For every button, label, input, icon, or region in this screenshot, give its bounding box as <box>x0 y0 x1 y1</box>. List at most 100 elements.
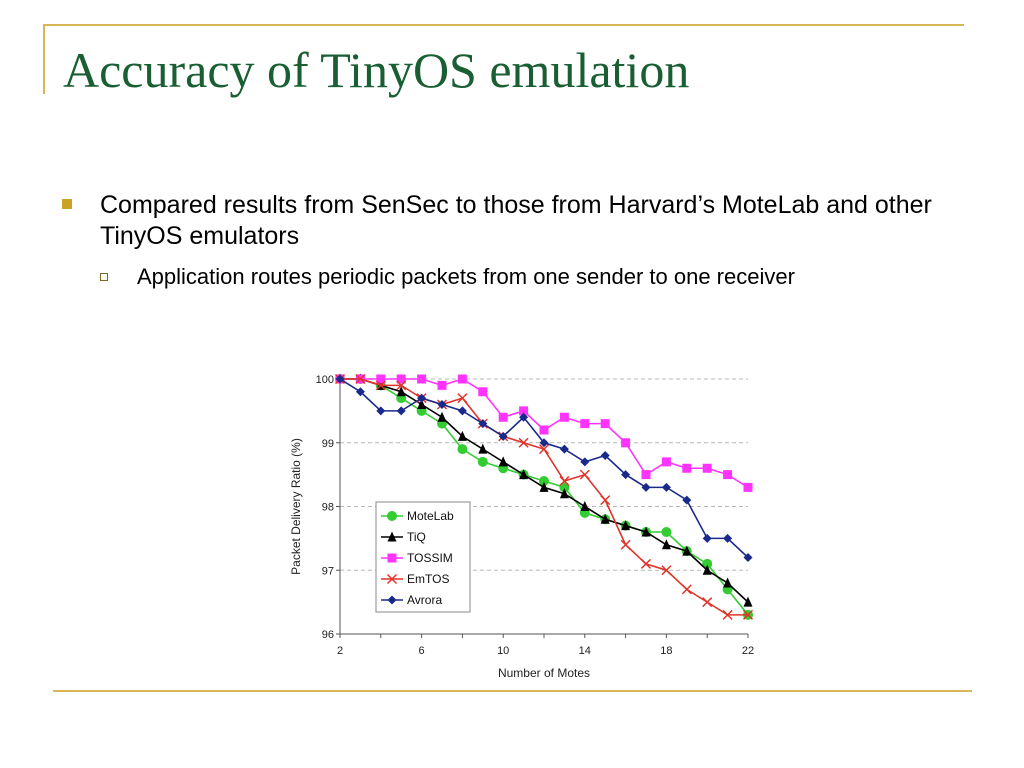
data-point-avrora-5 <box>396 406 406 416</box>
bullet-level-2-text: Application routes periodic packets from… <box>137 264 795 289</box>
x-tick-label-2: 2 <box>337 645 343 657</box>
legend-label-motelab: MoteLab <box>407 509 454 523</box>
data-point-avrora-15 <box>600 451 610 460</box>
data-point-avrora-8 <box>457 406 467 416</box>
data-point-avrora-22 <box>743 553 753 562</box>
data-point-tiq-19 <box>682 545 692 556</box>
data-point-tossim-10 <box>498 412 508 422</box>
data-point-tossim-11 <box>519 406 529 416</box>
data-point-avrora-4 <box>376 406 386 416</box>
data-point-emtos-17 <box>640 558 652 569</box>
data-point-tossim-21 <box>723 470 733 480</box>
y-axis-label: Packet Delivery Ratio (%) <box>289 438 303 575</box>
bullet-level-2: Application routes periodic packets from… <box>100 262 900 291</box>
legend-label-tossim: TOSSIM <box>407 551 453 565</box>
packet-delivery-chart: 96 97 98 99 100 2 6 10 14 18 22 Number of Motes Pack… <box>289 373 754 680</box>
y-tick-label-100: 100 <box>316 374 334 386</box>
legend-label-emtos: EmTOS <box>407 572 449 586</box>
slide-title: Accuracy of TinyOS emulation <box>63 42 690 98</box>
data-point-emtos-11 <box>518 437 529 448</box>
data-point-motelab-9 <box>477 456 488 467</box>
y-tick-label-97: 97 <box>322 565 334 577</box>
x-tick-label-10: 10 <box>497 645 509 657</box>
data-point-tiq-16 <box>621 520 631 531</box>
data-point-tossim-8 <box>457 374 467 384</box>
data-point-avrora-2 <box>335 374 345 384</box>
legend-marker-motelab <box>387 511 397 521</box>
data-point-tossim-12 <box>539 425 549 435</box>
data-point-emtos-8 <box>457 393 468 404</box>
square-bullet-icon <box>62 199 72 209</box>
data-point-emtos-3 <box>355 373 366 385</box>
data-point-motelab-8 <box>457 444 468 455</box>
data-point-tiq-8 <box>457 430 467 441</box>
data-point-avrora-18 <box>661 482 671 492</box>
data-point-emtos-20 <box>702 597 713 608</box>
data-point-emtos-22 <box>742 609 754 620</box>
legend-label-tiq: TiQ <box>407 530 426 544</box>
bullet-level-1: Compared results from SenSec to those fr… <box>62 190 932 252</box>
data-point-tossim-13 <box>559 412 569 422</box>
data-point-tossim-19 <box>682 463 692 473</box>
y-tick-label-96: 96 <box>322 629 334 641</box>
data-point-tossim-6 <box>417 374 427 384</box>
data-point-tiq-14 <box>580 501 590 511</box>
data-point-tossim-18 <box>661 457 671 467</box>
data-point-tiq-18 <box>661 539 671 550</box>
data-point-avrora-11 <box>519 412 529 422</box>
data-point-tossim-14 <box>580 419 590 429</box>
x-tick-label-14: 14 <box>579 645 591 657</box>
data-point-tossim-15 <box>600 419 610 429</box>
data-point-tiq-17 <box>641 526 651 537</box>
x-tick-label-18: 18 <box>660 645 672 657</box>
data-point-tiq-21 <box>723 577 733 588</box>
hollow-square-bullet-icon <box>100 273 108 281</box>
data-point-avrora-13 <box>559 444 569 454</box>
data-point-tossim-5 <box>396 374 406 384</box>
data-point-tiq-15 <box>600 513 610 524</box>
legend-label-avrora: Avrora <box>407 593 442 607</box>
y-tick-label-98: 98 <box>322 502 334 514</box>
data-point-avrora-21 <box>723 533 733 543</box>
data-point-motelab-18 <box>661 527 672 537</box>
data-point-tossim-20 <box>702 463 712 473</box>
data-point-emtos-19 <box>681 584 692 595</box>
data-point-tossim-17 <box>641 470 651 480</box>
legend-marker-avrora <box>387 595 397 605</box>
legend-marker-tossim <box>387 553 397 563</box>
x-tick-label-22: 22 <box>742 645 754 657</box>
data-point-tiq-12 <box>539 481 549 492</box>
frame-left-rule <box>43 24 45 94</box>
data-point-emtos-12 <box>538 444 550 455</box>
data-point-tiq-10 <box>498 456 508 467</box>
x-tick-label-6: 6 <box>419 645 425 657</box>
data-point-tiq-6 <box>417 399 427 409</box>
data-point-tiq-20 <box>702 564 712 575</box>
data-point-tossim-22 <box>743 482 753 492</box>
data-point-avrora-7 <box>437 400 447 409</box>
data-point-emtos-5 <box>396 380 407 391</box>
data-point-emtos-18 <box>661 565 672 576</box>
frame-top-rule <box>43 24 964 26</box>
data-point-avrora-12 <box>539 438 549 448</box>
data-point-tossim-4 <box>376 374 386 384</box>
data-point-tossim-16 <box>621 438 631 448</box>
data-point-avrora-6 <box>417 393 427 403</box>
data-point-avrora-16 <box>621 470 631 480</box>
data-point-avrora-17 <box>641 482 651 492</box>
data-point-tiq-11 <box>519 469 529 480</box>
data-point-tiq-13 <box>559 488 569 499</box>
data-point-avrora-14 <box>580 457 590 467</box>
data-point-emtos-15 <box>600 495 611 506</box>
y-tick-label-99: 99 <box>322 438 334 450</box>
data-point-avrora-20 <box>702 533 712 543</box>
data-point-emtos-21 <box>722 609 733 620</box>
data-point-emtos-13 <box>559 475 570 487</box>
data-point-avrora-10 <box>498 431 508 441</box>
data-point-tossim-7 <box>437 380 447 390</box>
legend-marker-tiq <box>387 531 397 542</box>
data-point-tiq-5 <box>396 386 406 397</box>
data-point-tiq-7 <box>437 411 447 422</box>
data-point-emtos-4 <box>375 380 386 391</box>
data-point-tiq-9 <box>478 443 488 454</box>
